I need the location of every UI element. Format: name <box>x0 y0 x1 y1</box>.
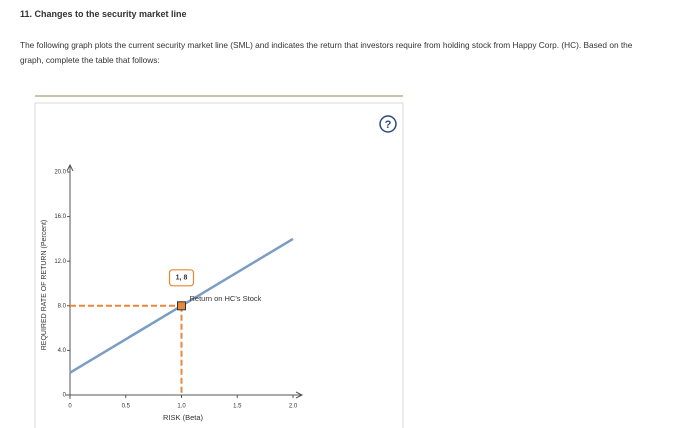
prompt-text: The following graph plots the current se… <box>20 40 633 65</box>
y-tick-label: 8.0 <box>58 303 67 309</box>
graph-panel <box>34 102 404 428</box>
y-tick-label: 12.0 <box>54 259 66 265</box>
question-title: 11. Changes to the security market line <box>20 9 187 19</box>
y-axis-label: REQUIRED RATE OF RETURN (Percent) <box>41 220 48 351</box>
help-button[interactable] <box>379 115 397 133</box>
y-tick-label: 4.0 <box>58 348 67 354</box>
y-tick-label: 20.0 <box>54 170 66 176</box>
point-annotation: Return on HC's Stock <box>190 294 262 303</box>
x-tick-label: 1.5 <box>233 404 242 410</box>
x-tick-label: 2.0 <box>289 404 298 410</box>
x-axis-label: RISK (Beta) <box>163 413 204 422</box>
y-tick-label: 0 <box>63 393 67 399</box>
stock-point <box>177 301 186 311</box>
point-label-box <box>168 269 195 287</box>
point-label: 1, 8 <box>176 275 188 282</box>
y-axis-arrow <box>66 163 74 172</box>
y-tick-label: 16.0 <box>54 214 66 220</box>
help-icon[interactable]: ? <box>385 119 392 131</box>
x-tick-label: 1.0 <box>177 404 186 410</box>
x-axis-arrow <box>295 391 304 399</box>
x-tick-label: 0 <box>68 404 72 410</box>
x-tick-label: 0.5 <box>122 404 131 410</box>
